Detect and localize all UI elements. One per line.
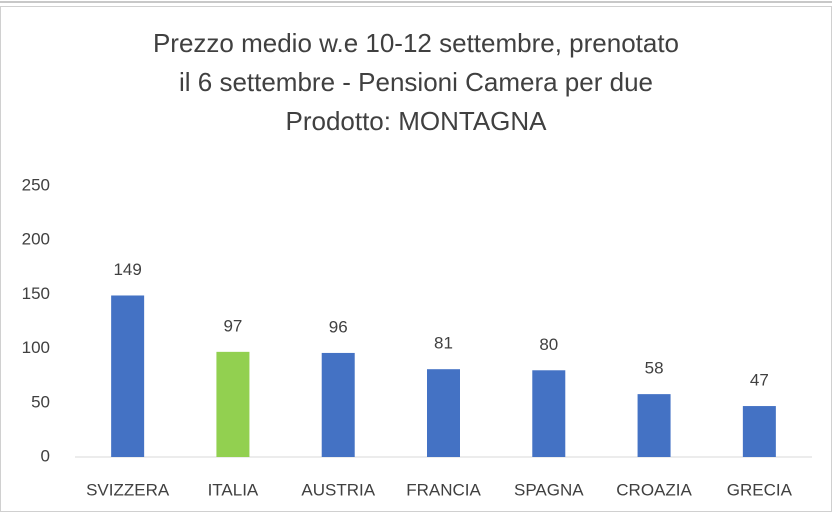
y-tick-label: 150 <box>22 284 50 303</box>
bar <box>216 351 250 457</box>
chart-title: il 6 settembre - Pensioni Camera per due <box>179 67 653 97</box>
x-tick-label: GRECIA <box>727 480 793 499</box>
chart-title: Prodotto: MONTAGNA <box>285 106 547 136</box>
data-label: 58 <box>645 359 664 378</box>
x-tick-label: AUSTRIA <box>301 480 375 499</box>
bar <box>111 295 145 457</box>
data-label: 96 <box>329 317 348 336</box>
y-tick-label: 0 <box>41 446 50 465</box>
y-tick-label: 200 <box>22 230 50 249</box>
bar <box>637 394 671 457</box>
data-label: 80 <box>539 335 558 354</box>
data-label: 97 <box>223 316 242 335</box>
x-tick-label: FRANCIA <box>406 480 481 499</box>
x-tick-label: CROAZIA <box>616 480 692 499</box>
x-tick-label: SVIZZERA <box>86 480 170 499</box>
y-tick-label: 100 <box>22 338 50 357</box>
x-tick-label: SPAGNA <box>514 480 584 499</box>
chart-title: Prezzo medio w.e 10-12 settembre, prenot… <box>153 28 679 58</box>
bar <box>321 352 355 457</box>
data-label: 47 <box>750 371 769 390</box>
data-label: 81 <box>434 334 453 353</box>
x-tick-label: ITALIA <box>208 480 259 499</box>
y-tick-label: 50 <box>31 392 50 411</box>
bar <box>427 369 460 457</box>
bar <box>532 370 566 457</box>
data-label: 149 <box>113 260 141 279</box>
bar <box>742 406 776 457</box>
y-tick-label: 250 <box>22 175 50 194</box>
